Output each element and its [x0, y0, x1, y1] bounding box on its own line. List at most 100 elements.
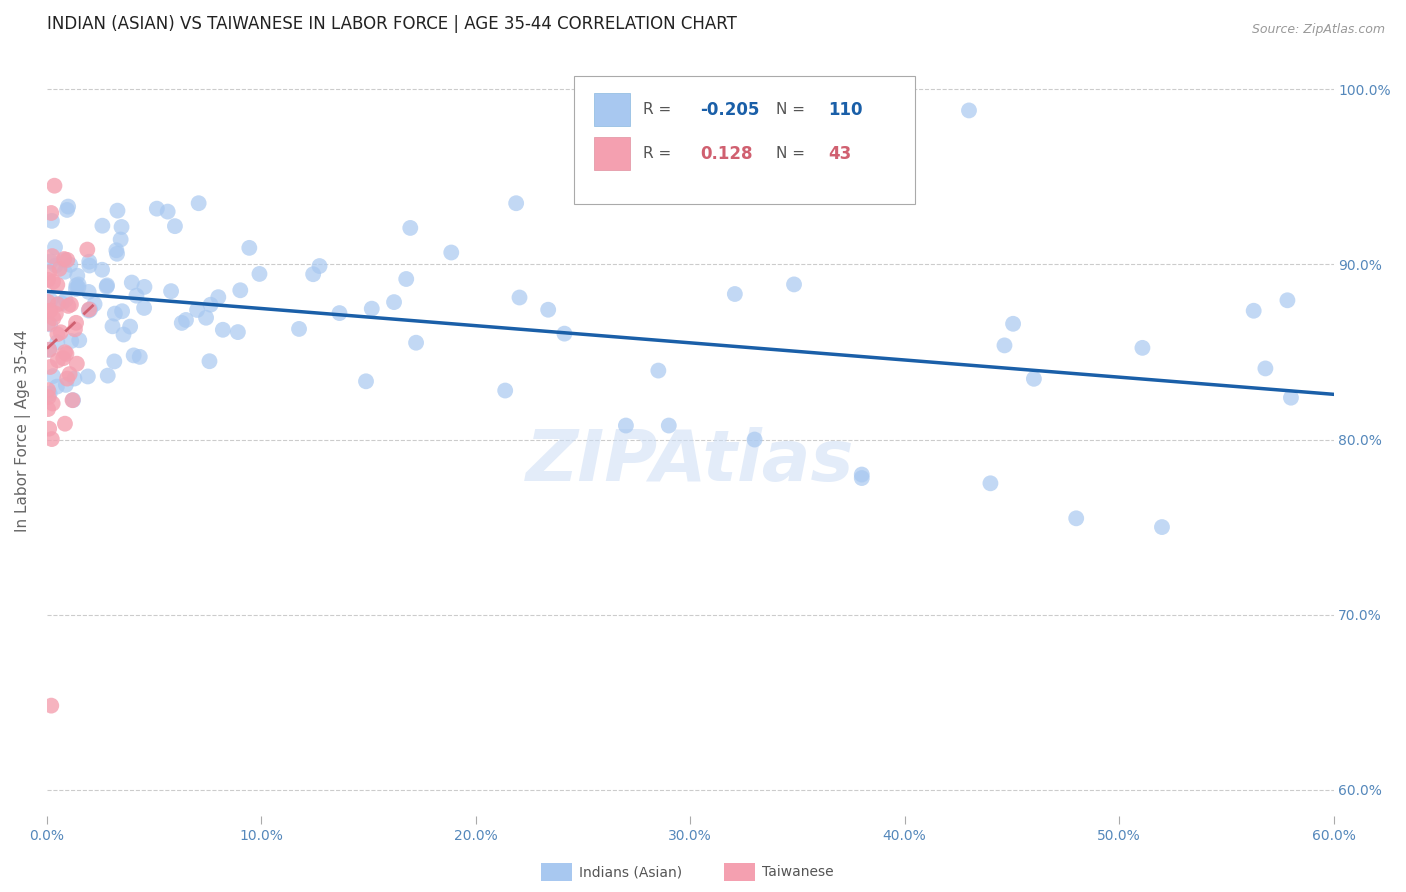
Point [170, 316, 193, 330]
Text: R =: R = [643, 102, 671, 117]
Point [229, 283, 252, 297]
Point [65, 278, 87, 293]
Point [77, 254, 100, 268]
Point [59, 367, 82, 381]
Point [62, 393, 84, 408]
Point [249, 267, 271, 281]
Point [96, 278, 118, 293]
Point [79, 302, 101, 317]
Point [56, 202, 79, 217]
Point [537, 302, 560, 317]
Point [46, 297, 69, 311]
Point [120, 319, 142, 334]
Point [37, 317, 59, 331]
Point [83, 297, 105, 311]
Point [1132, 341, 1154, 355]
Point [42, 369, 65, 384]
Text: N =: N = [776, 102, 806, 117]
Point [45, 259, 67, 273]
Point [91, 219, 114, 233]
Point [160, 284, 183, 298]
Point [53, 417, 76, 431]
Point [38, 386, 60, 401]
Point [1279, 391, 1302, 405]
Point [198, 354, 221, 368]
Point [39, 254, 62, 268]
Point [53, 253, 76, 268]
Point [42, 311, 65, 326]
Point [59, 297, 82, 311]
Text: Indians (Asian): Indians (Asian) [579, 865, 682, 880]
Point [44, 240, 66, 254]
Point [851, 467, 873, 482]
Point [42, 275, 65, 289]
Point [354, 374, 377, 388]
Point [382, 295, 405, 310]
Point [1277, 293, 1299, 308]
Point [957, 103, 980, 118]
Point [66, 268, 89, 283]
Point [63, 371, 86, 385]
Point [77, 285, 100, 299]
Point [39, 359, 62, 374]
Point [647, 363, 669, 377]
Point [55, 347, 77, 361]
Point [41, 432, 63, 446]
Bar [593, 94, 630, 126]
Point [110, 219, 132, 234]
Point [39, 698, 62, 713]
Text: 43: 43 [828, 145, 851, 162]
Point [55, 293, 77, 307]
Point [65, 316, 87, 330]
Text: N =: N = [776, 146, 806, 161]
Point [614, 418, 637, 433]
Point [207, 290, 229, 304]
Point [76, 369, 98, 384]
Point [65, 282, 87, 296]
Point [79, 259, 101, 273]
Point [38, 304, 60, 318]
Point [110, 233, 132, 247]
Point [125, 288, 148, 302]
Point [508, 291, 530, 305]
Point [146, 202, 169, 216]
Text: 110: 110 [828, 101, 862, 119]
Point [187, 196, 209, 211]
Point [238, 241, 260, 255]
Point [38, 343, 60, 357]
Point [62, 393, 84, 408]
Point [226, 325, 249, 339]
Point [38, 343, 60, 357]
Point [66, 357, 89, 371]
Point [41, 249, 63, 263]
Point [53, 252, 76, 266]
Point [128, 350, 150, 364]
Point [553, 326, 575, 341]
Point [39, 206, 62, 220]
Point [395, 272, 418, 286]
Point [174, 313, 197, 327]
Point [38, 390, 60, 404]
Y-axis label: In Labor Force | Age 35-44: In Labor Force | Age 35-44 [15, 330, 31, 532]
Point [212, 323, 235, 337]
Point [37, 295, 59, 310]
Point [1002, 317, 1025, 331]
Point [39, 293, 62, 308]
Point [91, 262, 114, 277]
Point [46, 277, 69, 292]
Point [37, 402, 59, 417]
Point [122, 348, 145, 362]
Point [56, 252, 79, 267]
Point [56, 200, 79, 214]
Point [360, 301, 382, 316]
Point [77, 303, 100, 318]
Point [134, 280, 156, 294]
Point [658, 418, 681, 433]
Point [46, 335, 69, 350]
Point [96, 279, 118, 293]
Point [156, 204, 179, 219]
Point [783, 277, 806, 292]
Point [103, 354, 125, 368]
Point [979, 476, 1001, 491]
Point [101, 319, 124, 334]
